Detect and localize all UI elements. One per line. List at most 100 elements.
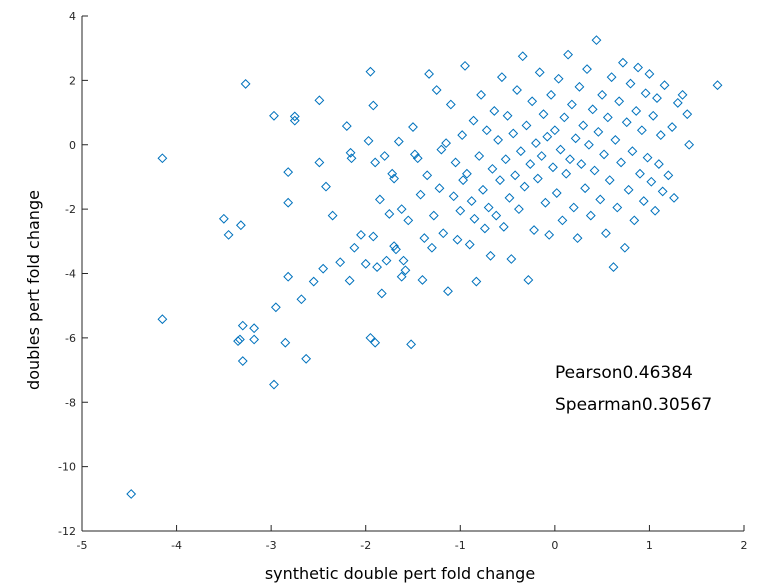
scatter-point [618,57,628,68]
scatter-point [652,93,662,103]
scatter-point [126,489,137,499]
scatter-point [370,337,381,348]
scatter-point [481,125,492,136]
y-tick-label: 4 [69,10,76,23]
scatter-point [657,186,668,197]
y-tick-label: -10 [58,461,76,474]
scatter-point [614,96,625,107]
scatter-point [409,149,420,160]
scatter-point [391,244,401,255]
y-tick-label: -4 [65,268,76,281]
y-tick-label: 0 [69,139,76,152]
scatter-point [476,89,486,100]
x-tick-label: -3 [266,539,277,552]
scatter-point [422,170,433,181]
scatter-point [269,379,279,390]
scatter-point [655,130,666,141]
x-tick-label: -4 [171,539,182,552]
scatter-point [495,175,505,186]
scatter-point [546,89,556,100]
scatter-point [568,202,579,213]
x-tick-label: 2 [741,539,748,552]
scatter-point [419,233,430,244]
scatter-point [544,229,555,240]
scatter-point [646,176,657,187]
scatter-point [360,258,371,269]
scatter-point [667,122,678,132]
x-tick-label: -2 [360,539,371,552]
scatter-point [389,241,399,252]
scatter-point [235,334,245,345]
scatter-point [500,154,511,165]
scatter-point [684,139,695,150]
scatter-point [489,106,500,116]
scatter-point [527,96,538,107]
y-tick-label: -8 [65,396,76,409]
scatter-point [601,228,611,239]
scatter-point [504,192,515,203]
y-axis-ticks: -12 -10 -8 -6 -4 -2 0 2 4 [58,10,88,538]
plot-axes [81,16,744,532]
scatter-point [565,154,575,165]
scatter-point [587,104,598,115]
y-tick-label: 2 [69,74,76,87]
scatter-point [479,223,490,234]
scatter-point [389,173,399,184]
scatter-point [218,213,229,224]
scatter-point [540,197,551,208]
scatter-point [365,66,376,77]
scatter-point [249,334,260,345]
x-tick-label: -1 [455,539,466,552]
x-tick-label: 1 [646,539,653,552]
scatter-point [597,89,608,100]
scatter-point [625,78,636,89]
scatter-point [589,165,600,176]
scatter-point [398,255,409,266]
scatter-point [296,294,307,305]
scatter-point [610,135,621,145]
scatter-point [469,213,480,224]
scatter-point [529,225,539,235]
data-points [126,35,723,499]
scatter-point [434,183,445,194]
scatter-point [551,188,562,198]
scatter-point [508,128,519,139]
scatter-point [595,194,606,205]
scatter-point [415,189,426,200]
scatter-point [443,286,453,297]
scatter-point [396,271,407,282]
scatter-point [517,51,528,62]
scatter-point [606,72,617,83]
scatter-point [487,163,498,174]
scatter-point [566,99,577,110]
scatter-point [563,49,574,60]
scatter-point [619,242,630,253]
scatter-point [400,265,411,276]
scatter-point [431,85,442,95]
scatter-point [483,202,494,213]
scatter-point [510,170,521,181]
scatter-point [368,100,379,111]
scatter-point [376,288,387,299]
scatter-point [616,157,626,168]
scatter-point [384,209,395,219]
scatter-point [672,97,683,108]
scatter-point [570,133,581,144]
scatter-point [496,72,507,83]
scatter-point [635,168,645,179]
scatter-point [372,262,382,272]
scatter-point [636,125,647,136]
scatter-point [441,138,452,149]
scatter-point [642,152,653,163]
scatter-point [502,110,513,121]
scatter-point [269,110,279,121]
scatter-point [512,85,522,95]
scatter-point [474,151,485,161]
x-tick-label: 0 [551,539,558,552]
scatter-point [514,204,524,215]
scatter-point [436,144,447,155]
scatter-point [682,109,693,120]
scatter-point [585,210,596,221]
scatter-point [659,80,670,91]
